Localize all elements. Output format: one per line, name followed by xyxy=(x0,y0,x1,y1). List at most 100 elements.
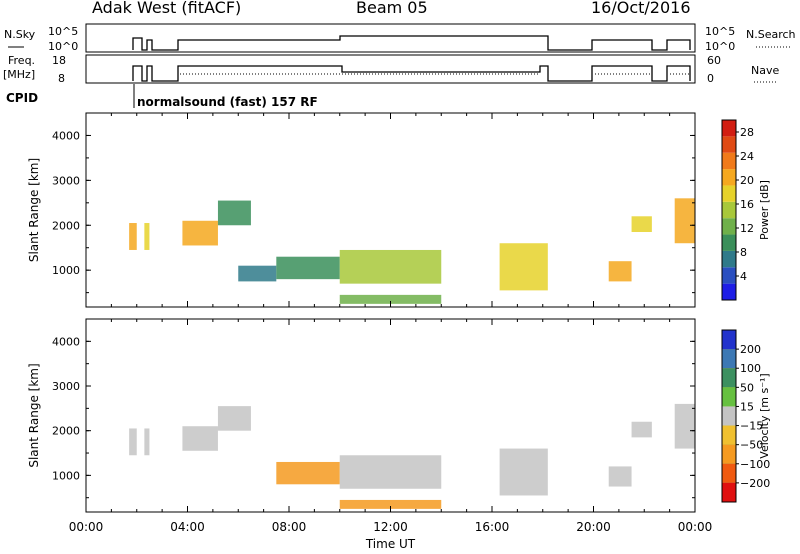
velocity-colorbar-label: Velocity [m s⁻¹] xyxy=(758,373,771,458)
velocity-region-0 xyxy=(129,428,137,456)
nave-label: Nave xyxy=(751,64,779,77)
cpid-label: CPID xyxy=(6,91,38,105)
velocity-region-4 xyxy=(276,461,340,485)
velocity-ylabel: Slant Range [km] xyxy=(27,363,41,467)
freq-unit: [MHz] xyxy=(3,68,35,81)
freq-tick-bottom: 8 xyxy=(58,72,65,85)
velocity-colorbar-segment xyxy=(722,349,736,369)
power-colorbar-segment xyxy=(722,201,736,219)
power-colorbar-tick: 24 xyxy=(740,150,754,163)
xtick-label: 00:00 xyxy=(678,520,713,534)
velocity-colorbar-segment xyxy=(722,387,736,407)
power-region-6 xyxy=(339,249,442,284)
velocity-region-8 xyxy=(608,466,632,487)
velocity-region-3 xyxy=(217,406,251,431)
power-ylabel: Slant Range [km] xyxy=(27,158,41,262)
power-region-11 xyxy=(674,198,695,244)
power-region-2 xyxy=(182,220,218,246)
cpid-text: normalsound (fast) 157 RF xyxy=(137,95,318,109)
velocity-region-5 xyxy=(339,455,442,489)
nsearch-tick-bottom: 10^0 xyxy=(705,40,735,53)
nsky-tick-top: 10^5 xyxy=(48,25,78,38)
xtick-label: 16:00 xyxy=(475,520,510,534)
power-colorbar-tick: 8 xyxy=(740,246,747,259)
power-panel: 1000 2000 3000 4000 Slant Range [km] 4 8 12 16 20… xyxy=(27,112,771,308)
velocity-colorbar-frame xyxy=(721,329,737,503)
velocity-colorbar-tick: −15 xyxy=(740,420,763,433)
power-region-4 xyxy=(238,265,277,282)
power-region-10 xyxy=(631,216,652,233)
velocity-colorbar-tick: 50 xyxy=(740,381,754,394)
nave-tick-top: 60 xyxy=(707,54,721,67)
nsearch-label: N.Search xyxy=(746,28,796,41)
velocity-region-6 xyxy=(339,499,442,509)
power-colorbar-tick: 12 xyxy=(740,222,754,235)
freq-trace xyxy=(132,65,691,82)
power-colorbar-segment xyxy=(722,234,736,251)
power-colorbar-segment xyxy=(722,250,736,268)
power-colorbar-tick: 4 xyxy=(740,270,747,283)
velocity-region-9 xyxy=(631,421,652,438)
velocity-panel: 1000 2000 3000 4000 Slant Range [km] 200 100 50… xyxy=(27,318,771,513)
xlabel: Time UT xyxy=(365,537,416,551)
power-colorbar-tick: 20 xyxy=(740,174,754,187)
velocity-colorbar-segment xyxy=(722,482,736,502)
xtick-label: 20:00 xyxy=(576,520,611,534)
velocity-colorbar-tick: −50 xyxy=(740,439,763,452)
power-region-0 xyxy=(129,223,137,250)
power-colorbar-segment xyxy=(722,267,736,284)
power-colorbar-tick: 28 xyxy=(740,126,754,139)
xtick-label: 12:00 xyxy=(373,520,408,534)
velocity-region-2 xyxy=(182,426,218,451)
power-region-7 xyxy=(339,294,442,304)
power-colorbar-segment xyxy=(722,283,736,300)
beam-title: Beam 05 xyxy=(356,0,428,17)
power-colorbar-segment xyxy=(722,152,736,170)
power-region-9 xyxy=(608,261,632,282)
station-title: Adak West (fitACF) xyxy=(92,0,242,17)
velocity-colorbar-tick: −100 xyxy=(740,458,770,471)
velocity-colorbar-tick: 200 xyxy=(740,343,761,356)
velocity-colorbar-segment xyxy=(722,406,736,426)
velocity-region-7 xyxy=(499,448,548,496)
power-colorbar-tick: 16 xyxy=(740,198,754,211)
power-colorbar-segment xyxy=(722,136,736,153)
nave-tick-bottom: 0 xyxy=(707,72,714,85)
velocity-region-10 xyxy=(674,403,695,449)
nsky-tick-bottom: 10^0 xyxy=(48,40,78,53)
power-ytick-label: 4000 xyxy=(52,129,80,142)
power-region-5 xyxy=(276,256,340,280)
power-colorbar-label: Power [dB] xyxy=(758,180,771,240)
nsky-panel: N.Sky 10^5 10^0 10^5 10^0 N.Search xyxy=(4,23,796,53)
nsearch-tick-top: 10^5 xyxy=(705,25,735,38)
velocity-colorbar-tick: −200 xyxy=(740,477,770,490)
velocity-region-1 xyxy=(144,428,150,456)
time-axis: 00:00 04:00 08:00 12:00 16:00 20:00 00:00 Time … xyxy=(69,520,713,551)
velocity-ytick-label: 3000 xyxy=(52,380,80,393)
velocity-colorbar-tick: 15 xyxy=(740,400,754,413)
velocity-colorbar-segment xyxy=(722,368,736,388)
freq-panel: Freq. [MHz] 18 8 60 0 Nave xyxy=(3,54,779,85)
freq-label: Freq. xyxy=(8,54,35,67)
power-colorbar-frame xyxy=(721,119,737,301)
date-title: 16/Oct/2016 xyxy=(591,0,691,17)
power-ytick-label: 2000 xyxy=(52,219,80,232)
power-colorbar-segment xyxy=(722,169,736,186)
velocity-ytick-label: 1000 xyxy=(52,469,80,482)
power-ytick-label: 3000 xyxy=(52,174,80,187)
power-region-8 xyxy=(499,243,548,291)
freq-tick-top: 18 xyxy=(52,54,66,67)
xtick-label: 04:00 xyxy=(170,520,205,534)
velocity-colorbar-segment xyxy=(722,444,736,464)
velocity-ytick-label: 4000 xyxy=(52,335,80,348)
nsky-trace xyxy=(132,35,691,51)
power-colorbar-segment xyxy=(722,120,736,137)
power-colorbar-segment xyxy=(722,218,736,235)
velocity-colorbar-segment xyxy=(722,330,736,350)
nsky-label: N.Sky xyxy=(4,28,36,41)
power-colorbar-segment xyxy=(722,185,736,202)
velocity-ytick-label: 2000 xyxy=(52,425,80,438)
power-ytick-label: 1000 xyxy=(52,264,80,277)
velocity-colorbar-segment xyxy=(722,425,736,445)
